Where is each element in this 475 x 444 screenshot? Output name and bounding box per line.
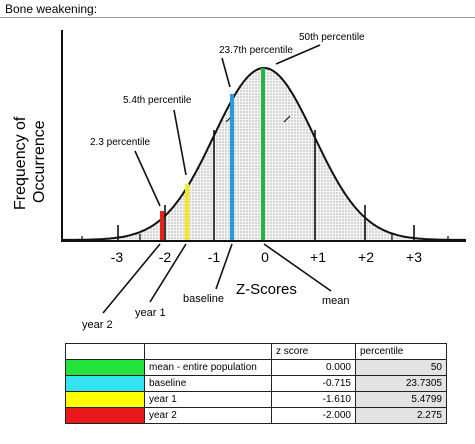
tick-label: -1 (208, 249, 221, 265)
label-year1: year 1 (135, 307, 166, 319)
tick-label: -3 (111, 249, 124, 265)
leader-year2 (102, 243, 161, 314)
annotation-p5-4: 5.4th percentile (123, 95, 192, 106)
sd-lines (117, 130, 415, 240)
header-percentile: percentile (355, 343, 447, 360)
color-swatch (66, 408, 144, 423)
color-swatch (66, 392, 144, 407)
table-header-row: z score percentile (65, 343, 447, 360)
row-z-score: -0.715 (271, 375, 356, 392)
row-percentile: 5.4799 (355, 391, 447, 408)
header-swatch-cell (65, 343, 145, 360)
row-percentile: 50 (355, 359, 447, 376)
axes (61, 30, 466, 242)
header-z-score: z score (271, 343, 356, 360)
color-swatch-cell (65, 391, 145, 408)
label-mean: mean (322, 295, 350, 307)
tick-label: +1 (310, 249, 326, 265)
row-label: baseline (144, 375, 272, 392)
tick-label: 0 (261, 249, 269, 265)
y-axis-label-line2: Occurrence (31, 120, 48, 203)
color-swatch-cell (65, 407, 145, 424)
row-z-score: -2.000 (271, 407, 356, 424)
table-row: year 1 -1.610 5.4799 (65, 391, 447, 408)
color-swatch (66, 360, 144, 375)
leader-p23-7 (221, 57, 231, 88)
leader-baseline (215, 243, 233, 290)
x-ticks (81, 234, 449, 242)
marker-mean (261, 68, 265, 241)
bell-curve-diagram: Frequency of Occurrence -3 -2 -1 0 +1 +2… (12, 30, 467, 331)
color-swatch-cell (65, 375, 145, 392)
annotation-p23-7: 23.7th percentile (219, 45, 293, 56)
marker-year2 (160, 211, 164, 241)
leader-mean (263, 243, 332, 292)
page-title: Bone weakening: (5, 2, 98, 16)
label-baseline: baseline (183, 293, 224, 305)
table-row: mean - entire population 0.000 50 (65, 359, 447, 376)
row-label: mean - entire population (144, 359, 272, 376)
header-label-cell (144, 343, 272, 360)
table-row: baseline -0.715 23.7305 (65, 375, 447, 392)
leader-p5-4 (173, 109, 187, 176)
annotation-p2-3: 2.3 percentile (90, 137, 150, 148)
leader-p50 (275, 44, 321, 65)
annotation-p50: 50th percentile (299, 32, 365, 43)
label-year2: year 2 (82, 319, 113, 331)
row-label: year 1 (144, 391, 272, 408)
y-axis-label-line1: Frequency of (12, 116, 29, 210)
annotation-leaders-top (134, 44, 321, 207)
row-z-score: 0.000 (271, 359, 356, 376)
leader-year1 (149, 243, 187, 303)
row-percentile: 2.275 (355, 407, 447, 424)
row-z-score: -1.610 (271, 391, 356, 408)
table-row: year 2 -2.000 2.275 (65, 407, 447, 424)
tick-label: +2 (358, 249, 374, 265)
row-label: year 2 (144, 407, 272, 424)
x-axis-label: Z-Scores (236, 281, 297, 298)
row-percentile: 23.7305 (355, 375, 447, 392)
marker-year1 (185, 184, 189, 241)
percentile-table: z score percentile mean - entire populat… (65, 343, 447, 424)
color-swatch-cell (65, 359, 145, 376)
tick-label: +3 (406, 249, 422, 265)
tick-label: -2 (159, 249, 172, 265)
leader-p2-3 (134, 150, 161, 207)
color-swatch (66, 376, 144, 391)
annotation-leaders-bottom (102, 243, 332, 314)
title-divider (0, 17, 475, 18)
marker-baseline (230, 94, 234, 241)
